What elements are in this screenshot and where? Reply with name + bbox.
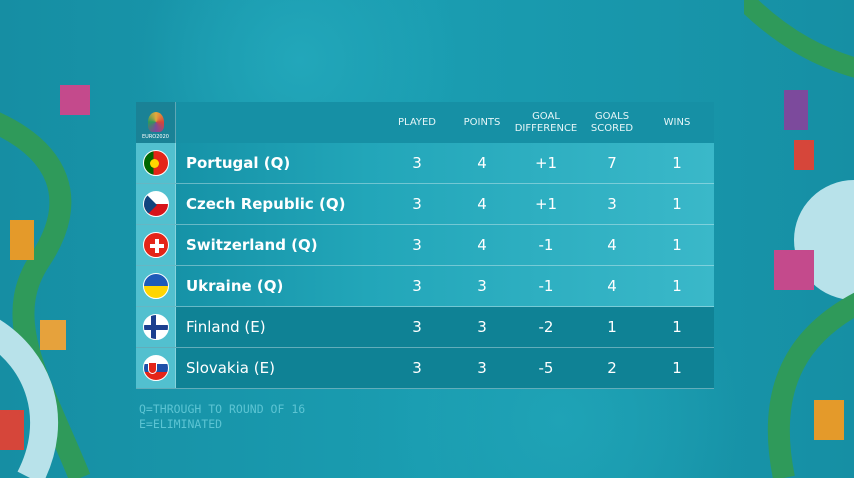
played-value: 3 (412, 359, 422, 377)
points-value: 4 (477, 236, 487, 254)
goal-difference-value: -1 (538, 277, 554, 295)
table-row[interactable]: Slovakia (E) 3 3 -5 2 1 (136, 348, 714, 389)
points-value: 3 (477, 359, 487, 377)
euro2020-logo: EURO2020 (141, 106, 171, 140)
goal-difference-value: -2 (538, 318, 554, 336)
played-value: 3 (412, 318, 422, 336)
header-points[interactable]: POINTS (463, 116, 501, 128)
goal-difference-value: -5 (538, 359, 554, 377)
czech-republic-flag-icon (142, 191, 169, 217)
legend-eliminated: E=ELIMINATED (139, 417, 223, 431)
team-name: Slovakia (E) (186, 359, 275, 377)
legend: Q=THROUGH TO ROUND OF 16 E=ELIMINATED (139, 402, 305, 432)
wins-value: 1 (672, 318, 682, 336)
points-value: 3 (477, 277, 487, 295)
points-value: 4 (477, 195, 487, 213)
header-goal-difference[interactable]: GOAL DIFFERENCE (514, 110, 578, 134)
slovakia-flag-icon (142, 355, 169, 381)
goal-difference-value: +1 (534, 195, 558, 213)
team-name: Ukraine (Q) (186, 277, 284, 295)
decorative-illustration-left (0, 85, 91, 478)
table-row[interactable]: Switzerland (Q) 3 4 -1 4 1 (136, 225, 714, 266)
played-value: 3 (412, 236, 422, 254)
wins-value: 1 (672, 236, 682, 254)
goals-scored-value: 3 (607, 195, 617, 213)
goals-scored-value: 4 (607, 236, 617, 254)
standings-table: EURO2020 PLAYED POINTS GOAL DIFFERENCE GO… (136, 102, 714, 389)
finland-flag-icon (142, 314, 169, 340)
header-played[interactable]: PLAYED (397, 116, 437, 128)
points-value: 4 (477, 154, 487, 172)
legend-qualified: Q=THROUGH TO ROUND OF 16 (139, 402, 306, 416)
ukraine-flag-icon (142, 273, 169, 299)
played-value: 3 (412, 154, 422, 172)
points-value: 3 (477, 318, 487, 336)
table-row[interactable]: Czech Republic (Q) 3 4 +1 3 1 (136, 184, 714, 225)
played-value: 3 (412, 195, 422, 213)
wins-value: 1 (672, 277, 682, 295)
header-goals-scored[interactable]: GOALS SCORED (590, 110, 634, 134)
wins-value: 1 (672, 359, 682, 377)
team-name: Finland (E) (186, 318, 266, 336)
goal-difference-value: +1 (534, 154, 558, 172)
header-wins[interactable]: WINS (663, 116, 691, 128)
goals-scored-value: 7 (607, 154, 617, 172)
wins-value: 1 (672, 195, 682, 213)
goals-scored-value: 1 (607, 318, 617, 336)
team-name: Switzerland (Q) (186, 236, 318, 254)
team-name: Czech Republic (Q) (186, 195, 346, 213)
decorative-illustration-right (744, 0, 854, 478)
table-row[interactable]: Finland (E) 3 3 -2 1 1 (136, 307, 714, 348)
table-header: EURO2020 PLAYED POINTS GOAL DIFFERENCE GO… (136, 102, 714, 143)
table-row[interactable]: Portugal (Q) 3 4 +1 7 1 (136, 143, 714, 184)
team-name: Portugal (Q) (186, 154, 291, 172)
goals-scored-value: 2 (607, 359, 617, 377)
goals-scored-value: 4 (607, 277, 617, 295)
goal-difference-value: -1 (538, 236, 554, 254)
wins-value: 1 (672, 154, 682, 172)
switzerland-flag-icon (142, 232, 169, 258)
portugal-flag-icon (142, 150, 169, 176)
table-row[interactable]: Ukraine (Q) 3 3 -1 4 1 (136, 266, 714, 307)
played-value: 3 (412, 277, 422, 295)
